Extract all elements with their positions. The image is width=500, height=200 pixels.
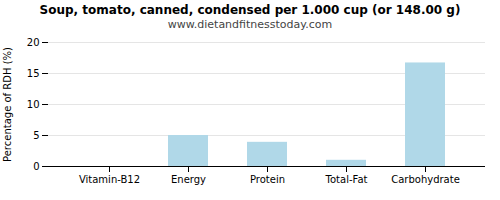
svg-text:Energy: Energy <box>171 174 206 185</box>
svg-text:Vitamin-B12: Vitamin-B12 <box>79 174 140 185</box>
html-text:www.dietandfitnesstoday.com: www.dietandfitnesstoday.com <box>167 18 333 31</box>
html-text:Soup, tomato, canned, condense: Soup, tomato, canned, condensed per 1.00… <box>39 3 461 17</box>
svg-text:0: 0 <box>33 161 39 172</box>
svg-text:10: 10 <box>27 99 40 110</box>
svg-text:20: 20 <box>27 37 40 48</box>
svg-text:5: 5 <box>33 130 39 141</box>
svg-text:Carbohydrate: Carbohydrate <box>391 174 460 185</box>
svg-text:Percentage of RDH (%): Percentage of RDH (%) <box>2 47 13 162</box>
svg-text:Total-Fat: Total-Fat <box>325 174 368 185</box>
svg-text:15: 15 <box>27 68 40 79</box>
svg-text:Protein: Protein <box>250 174 285 185</box>
